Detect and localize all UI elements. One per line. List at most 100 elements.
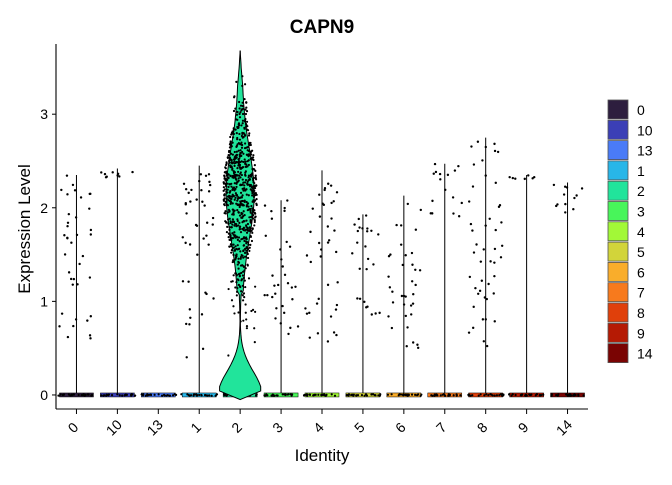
point [253,164,256,167]
point [246,241,249,244]
point [251,231,254,234]
point [329,184,333,187]
point [235,255,238,258]
point [431,394,434,397]
point [227,236,230,239]
point [485,393,488,396]
point [493,247,497,251]
point [254,178,258,181]
point [234,222,237,225]
point [246,247,250,251]
point [243,214,246,217]
point [240,279,243,282]
point [457,215,461,218]
legend-swatch-1 [607,160,629,181]
point [205,394,208,397]
point [66,225,69,228]
point [241,284,244,287]
point [309,260,312,264]
point [78,262,81,266]
legend-label-9: 9 [637,325,645,341]
point [524,394,527,397]
point [365,267,368,271]
point [188,243,192,246]
x-tick-label: 7 [433,419,450,436]
point [244,160,247,163]
point [377,233,380,236]
point [252,154,255,157]
point [469,222,473,226]
point [223,193,226,196]
point [363,300,366,304]
point [241,119,245,122]
point [336,281,339,284]
point [556,203,559,206]
point [326,283,330,287]
point [252,178,255,182]
point [326,340,330,343]
violin-shape-2 [219,50,262,401]
point [232,130,235,133]
chart-title: CAPN9 [290,17,354,38]
point [241,294,244,297]
point [252,189,255,192]
point [241,75,244,78]
point [489,393,492,396]
point [251,210,255,213]
point [238,116,242,119]
point [241,84,244,87]
point [205,221,209,224]
point [237,267,240,270]
point [352,393,355,396]
point [248,226,251,229]
point [241,199,244,203]
point [247,149,251,153]
point [239,320,242,323]
point [247,194,250,197]
legend-label-4: 4 [637,224,645,240]
point [452,212,455,215]
point [251,192,254,195]
point [241,212,244,215]
point [241,216,244,219]
point [240,160,243,163]
point [356,229,360,233]
point [88,334,92,337]
point [580,187,584,190]
point [116,174,119,177]
point [232,210,235,213]
point [147,393,151,396]
point [245,219,248,222]
point [357,217,360,221]
point [225,230,229,234]
point [401,263,404,267]
point [239,111,242,114]
point [237,283,240,286]
point [363,394,366,397]
point [240,290,243,293]
point [110,394,114,397]
legend-label-3: 3 [637,204,645,220]
point [229,195,233,198]
point [245,153,248,156]
point [195,393,199,397]
x-tick-label: 9 [515,419,532,436]
point [361,227,364,230]
point [245,193,248,196]
point [231,193,234,196]
point [370,229,373,232]
point [239,191,243,194]
point [353,223,356,226]
point [60,188,63,192]
point [247,243,250,246]
point [405,345,408,348]
point [249,143,252,147]
point [374,312,377,315]
point [244,108,247,111]
point [248,178,251,181]
point [246,251,249,254]
point [238,214,242,217]
point [414,393,417,396]
point [335,333,338,337]
point [242,249,245,253]
